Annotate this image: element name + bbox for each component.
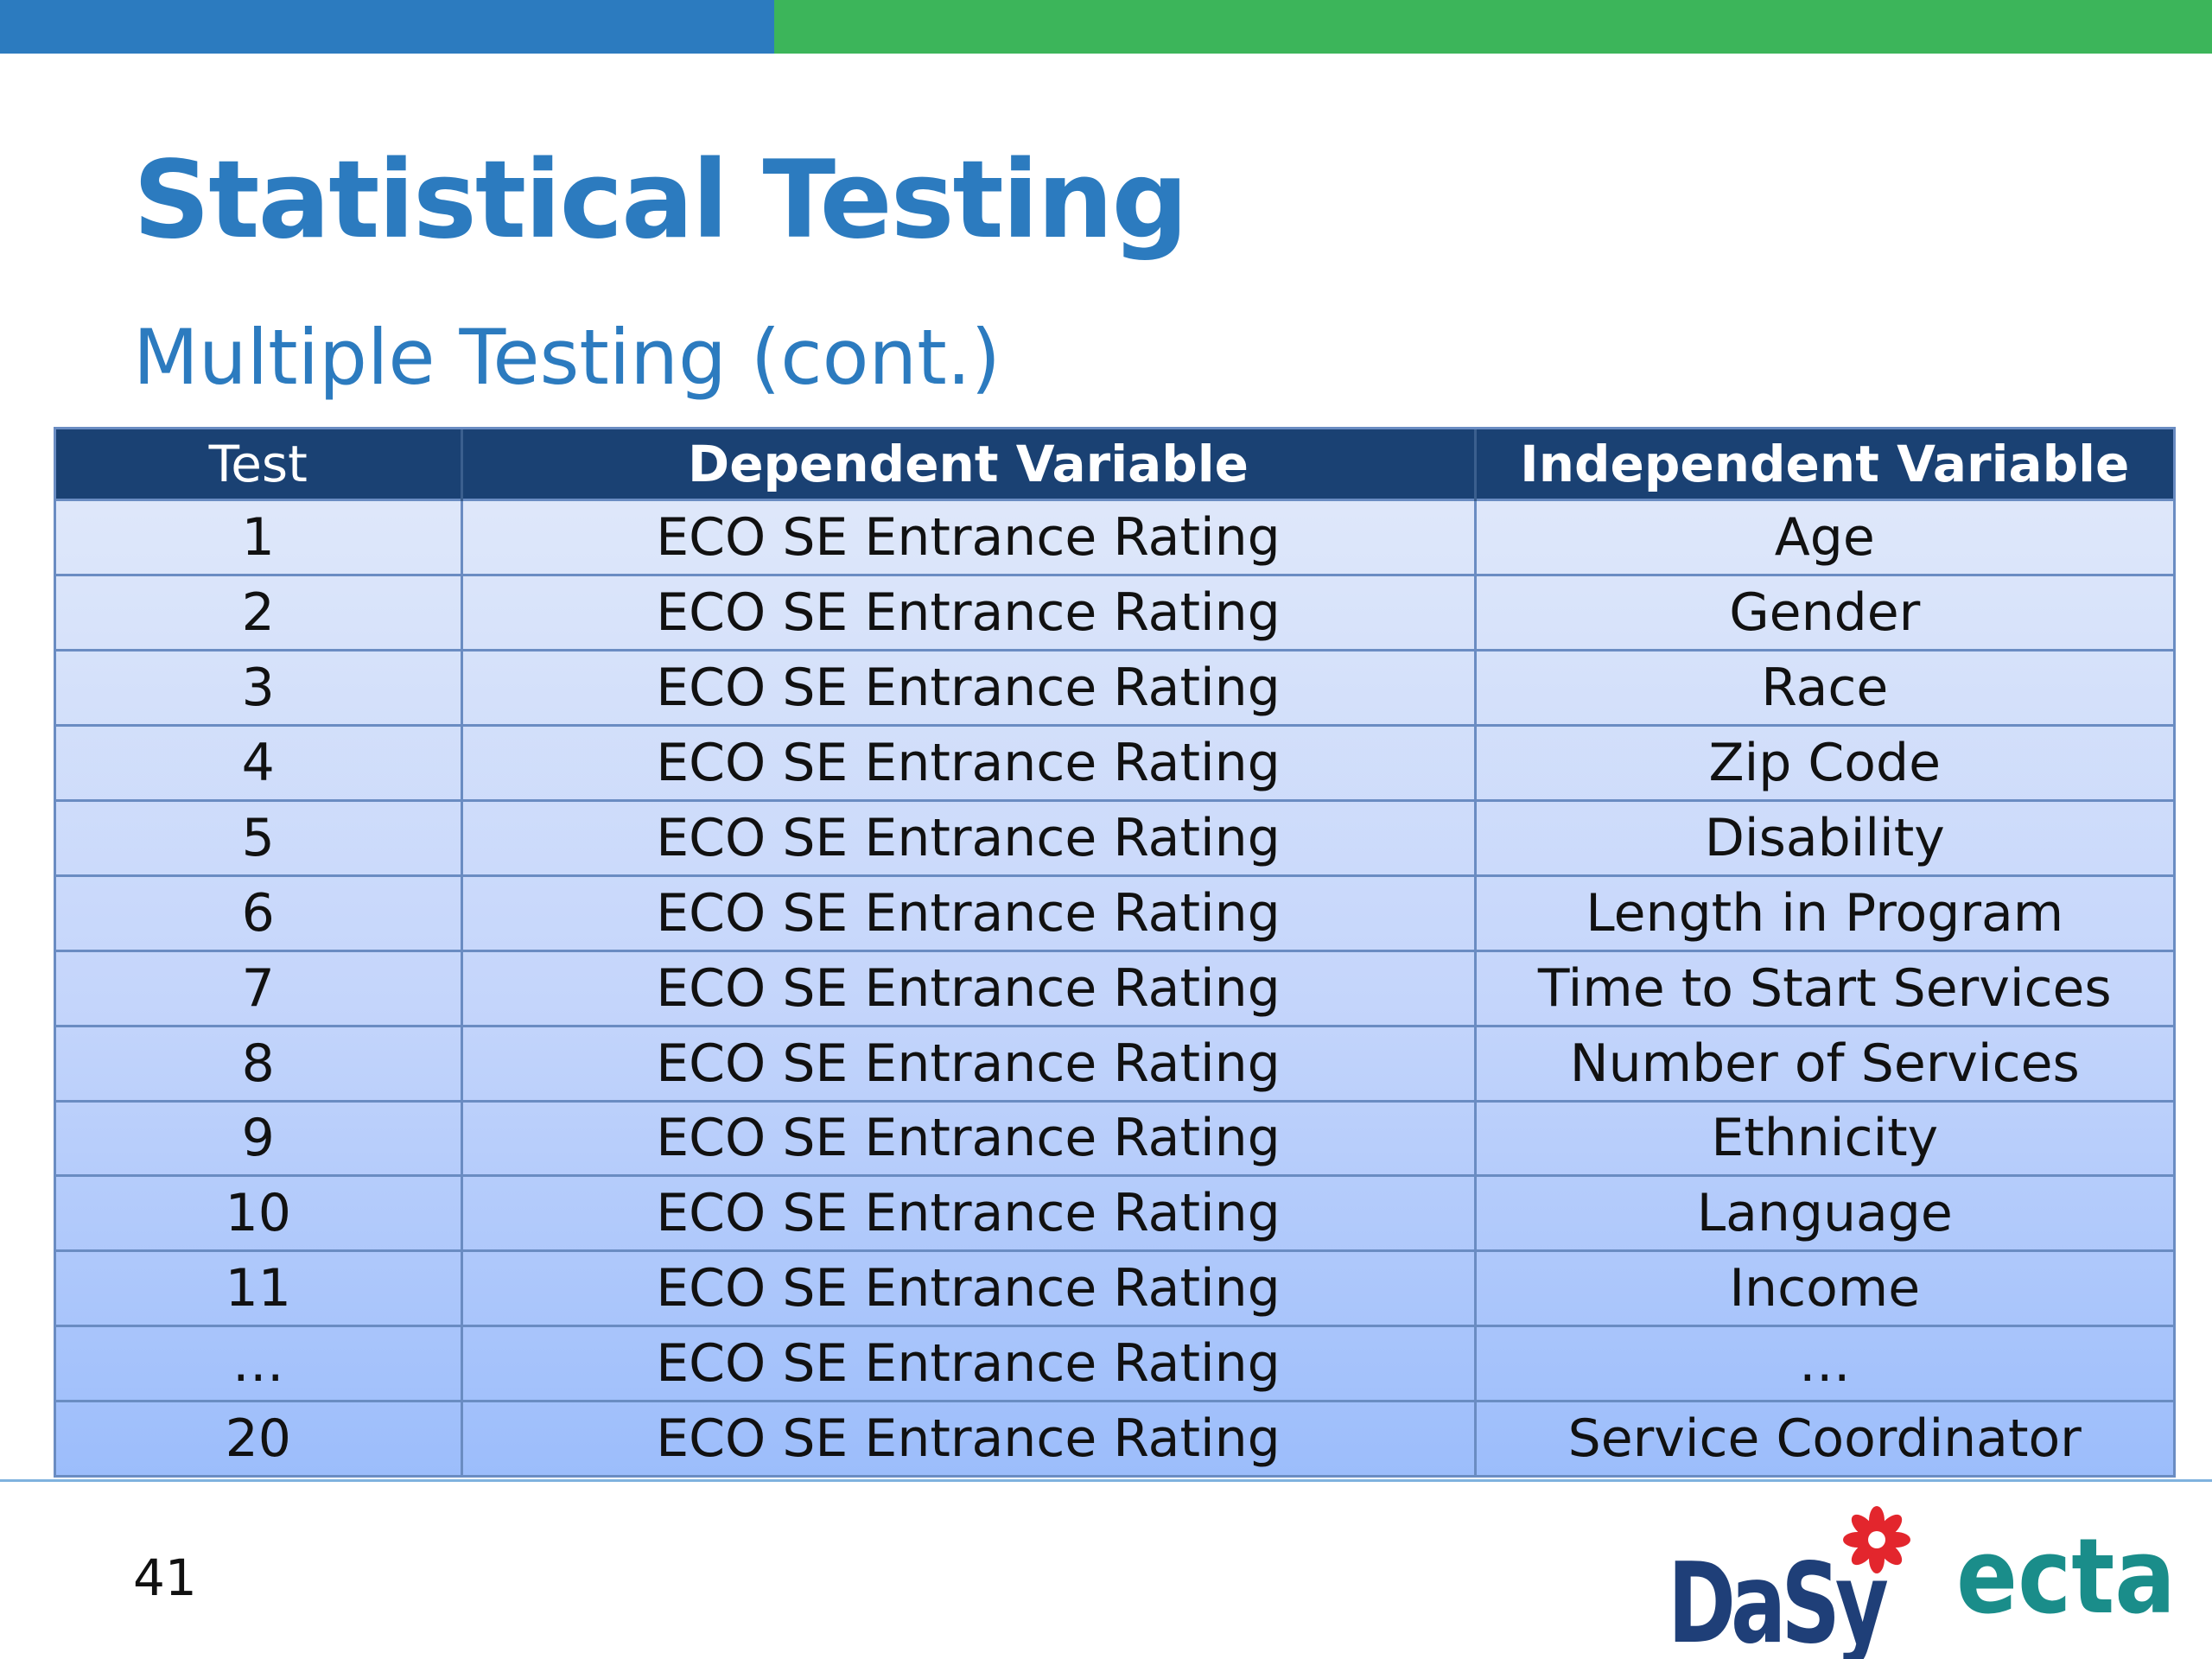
column-header-test: Test [56, 429, 463, 500]
table-header-row: Test Dependent Variable Independent Vari… [56, 429, 2173, 500]
independent-variable-cell: Number of Services [1475, 1024, 2173, 1101]
dependent-variable-cell: ECO SE Entrance Rating [461, 798, 1477, 876]
dependent-variable-cell: ECO SE Entrance Rating [461, 1174, 1477, 1251]
multiple-testing-table: Test Dependent Variable Independent Vari… [54, 427, 2176, 1478]
ecta-logo-text: ecta [1956, 1517, 2176, 1630]
table-row: 9 ECO SE Entrance Rating Ethnicity [56, 1099, 2173, 1176]
dependent-variable-cell: ECO SE Entrance Rating [461, 648, 1477, 726]
slide-title: Statistical Testing [133, 138, 1188, 263]
slide-subtitle: Multiple Testing (cont.) [133, 313, 1001, 402]
table-row: 8 ECO SE Entrance Rating Number of Servi… [56, 1024, 2173, 1101]
test-number-cell: 9 [56, 1099, 463, 1176]
top-accent-bar-blue [0, 0, 774, 54]
dependent-variable-cell: ECO SE Entrance Rating [461, 949, 1477, 1027]
table-row: 10 ECO SE Entrance Rating Language [56, 1174, 2173, 1251]
test-number-cell: 11 [56, 1249, 463, 1326]
independent-variable-cell: … [1475, 1325, 2173, 1402]
column-header-independent-variable: Independent Variable [1475, 429, 2173, 500]
test-number-cell: 4 [56, 723, 463, 801]
footer-divider [0, 1479, 2212, 1482]
dependent-variable-cell: ECO SE Entrance Rating [461, 1325, 1477, 1402]
test-number-cell: … [56, 1325, 463, 1402]
flower-icon [1843, 1506, 1910, 1573]
independent-variable-cell: Ethnicity [1475, 1099, 2173, 1176]
dependent-variable-cell: ECO SE Entrance Rating [461, 723, 1477, 801]
test-number-cell: 2 [56, 573, 463, 651]
independent-variable-cell: Zip Code [1475, 723, 2173, 801]
table-row: 7 ECO SE Entrance Rating Time to Start S… [56, 949, 2173, 1027]
test-number-cell: 3 [56, 648, 463, 726]
independent-variable-cell: Disability [1475, 798, 2173, 876]
table-row: 5 ECO SE Entrance Rating Disability [56, 798, 2173, 876]
column-header-dependent-variable: Dependent Variable [461, 429, 1477, 500]
independent-variable-cell: Time to Start Services [1475, 949, 2173, 1027]
independent-variable-cell: Age [1475, 499, 2173, 575]
test-number-cell: 8 [56, 1024, 463, 1101]
dependent-variable-cell: ECO SE Entrance Rating [461, 1249, 1477, 1326]
dependent-variable-cell: ECO SE Entrance Rating [461, 1024, 1477, 1101]
independent-variable-cell: Race [1475, 648, 2173, 726]
table-row: 20 ECO SE Entrance Rating Service Coordi… [56, 1400, 2173, 1475]
test-number-cell: 7 [56, 949, 463, 1027]
table-row: 4 ECO SE Entrance Rating Zip Code [56, 723, 2173, 801]
table-row: 2 ECO SE Entrance Rating Gender [56, 573, 2173, 651]
page-number: 41 [133, 1548, 197, 1607]
table-row: 1 ECO SE Entrance Rating Age [56, 499, 2173, 575]
independent-variable-cell: Gender [1475, 573, 2173, 651]
independent-variable-cell: Service Coordinator [1475, 1400, 2173, 1475]
test-number-cell: 20 [56, 1400, 463, 1475]
table-row: 3 ECO SE Entrance Rating Race [56, 648, 2173, 726]
test-number-cell: 5 [56, 798, 463, 876]
dependent-variable-cell: ECO SE Entrance Rating [461, 573, 1477, 651]
table-row: 11 ECO SE Entrance Rating Income [56, 1249, 2173, 1326]
dependent-variable-cell: ECO SE Entrance Rating [461, 499, 1477, 575]
test-number-cell: 6 [56, 874, 463, 951]
dasy-logo: DaSy [1668, 1506, 1910, 1659]
dependent-variable-cell: ECO SE Entrance Rating [461, 1099, 1477, 1176]
table-row: … ECO SE Entrance Rating … [56, 1325, 2173, 1402]
independent-variable-cell: Language [1475, 1174, 2173, 1251]
top-accent-bar-green [774, 0, 2212, 54]
test-number-cell: 10 [56, 1174, 463, 1251]
dependent-variable-cell: ECO SE Entrance Rating [461, 874, 1477, 951]
table-row: 6 ECO SE Entrance Rating Length in Progr… [56, 874, 2173, 951]
dependent-variable-cell: ECO SE Entrance Rating [461, 1400, 1477, 1475]
independent-variable-cell: Income [1475, 1249, 2173, 1326]
ecta-logo: ecta [1956, 1517, 2176, 1630]
independent-variable-cell: Length in Program [1475, 874, 2173, 951]
test-number-cell: 1 [56, 499, 463, 575]
